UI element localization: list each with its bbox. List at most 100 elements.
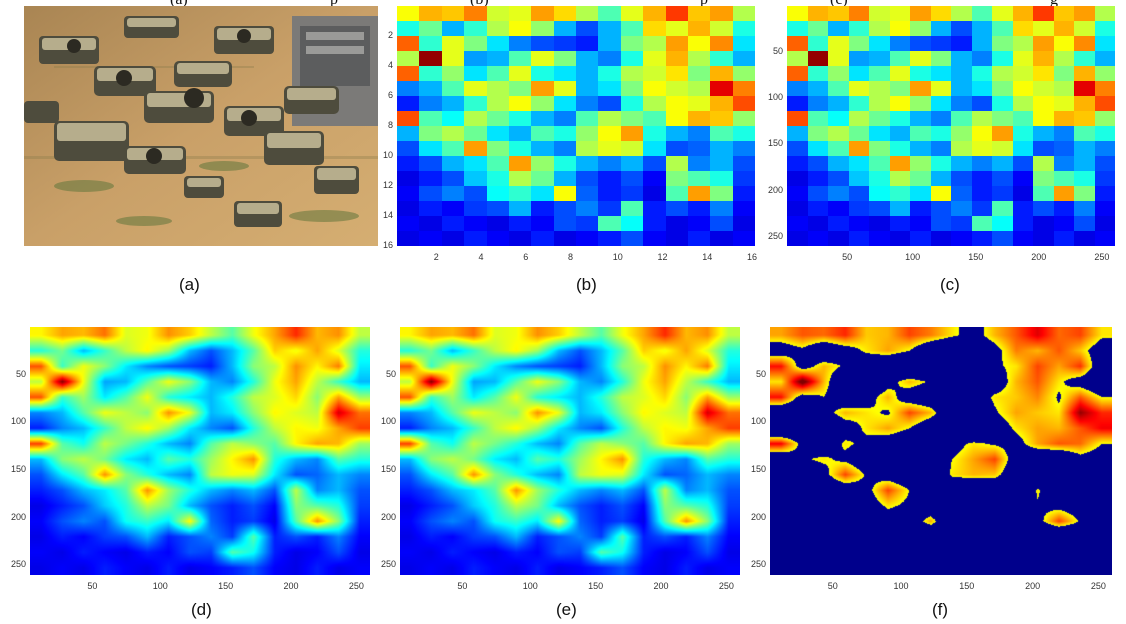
heat-cell xyxy=(442,81,465,97)
heat-cell xyxy=(828,111,849,127)
heat-cell xyxy=(890,66,911,82)
heat-cell xyxy=(1033,6,1054,22)
heat-cell xyxy=(576,96,599,112)
heat-cell xyxy=(910,141,931,157)
heat-cell xyxy=(554,81,577,97)
heat-cell xyxy=(666,141,689,157)
heat-cell xyxy=(931,216,952,232)
heat-cell xyxy=(828,231,849,246)
heat-cell xyxy=(621,171,644,187)
heat-cell xyxy=(931,111,952,127)
heat-cell xyxy=(951,126,972,142)
y-tick-label: 4 xyxy=(375,60,393,70)
heat-cell xyxy=(688,66,711,82)
y-tick-label: 12 xyxy=(375,180,393,190)
heat-cell xyxy=(1095,96,1116,112)
heat-cell xyxy=(643,51,666,67)
heat-cell xyxy=(992,231,1013,246)
heat-cell xyxy=(1095,21,1116,37)
heat-cell xyxy=(666,6,689,22)
heat-cell xyxy=(509,6,532,22)
heat-cell xyxy=(397,111,420,127)
heat-cell xyxy=(487,81,510,97)
heat-cell xyxy=(643,156,666,172)
heat-cell xyxy=(397,126,420,142)
heat-cell xyxy=(808,66,829,82)
heat-cell xyxy=(787,186,808,202)
heat-cell xyxy=(598,141,621,157)
heat-cell xyxy=(1033,186,1054,202)
heat-cell xyxy=(1074,186,1095,202)
heat-cell xyxy=(972,216,993,232)
heat-cell xyxy=(733,51,755,67)
heat-cell xyxy=(972,171,993,187)
heat-cell xyxy=(992,156,1013,172)
heat-cell xyxy=(828,156,849,172)
heat-cell xyxy=(598,156,621,172)
heat-cell xyxy=(931,231,952,246)
heat-cell xyxy=(972,51,993,67)
heat-cell xyxy=(1013,6,1034,22)
heat-cell xyxy=(1054,156,1075,172)
heat-cell xyxy=(464,66,487,82)
heat-cell xyxy=(910,6,931,22)
heat-cell xyxy=(910,216,931,232)
heat-cell xyxy=(972,126,993,142)
heat-cell xyxy=(1095,186,1116,202)
heat-cell xyxy=(1054,231,1075,246)
heat-cell xyxy=(849,231,870,246)
heat-cell xyxy=(787,156,808,172)
heat-cell xyxy=(1033,66,1054,82)
heat-cell xyxy=(992,216,1013,232)
heat-cell xyxy=(710,216,733,232)
heat-cell xyxy=(787,6,808,22)
heat-cell xyxy=(890,111,911,127)
y-tick-label: 10 xyxy=(375,150,393,160)
heat-cell xyxy=(1013,201,1034,217)
heat-cell xyxy=(688,36,711,52)
heat-cell xyxy=(972,81,993,97)
heat-cell xyxy=(487,36,510,52)
heat-cell xyxy=(910,111,931,127)
heat-cell xyxy=(487,231,510,246)
heat-cell xyxy=(849,126,870,142)
heat-cell xyxy=(621,81,644,97)
heat-cell xyxy=(869,6,890,22)
heat-cell xyxy=(808,171,829,187)
heat-cell xyxy=(931,6,952,22)
heat-cell xyxy=(666,21,689,37)
y-tick-label: 50 xyxy=(378,369,396,379)
heat-cell xyxy=(869,171,890,187)
heat-cell xyxy=(910,201,931,217)
heat-cell xyxy=(464,156,487,172)
y-tick-label: 150 xyxy=(748,464,766,474)
heat-cell xyxy=(688,96,711,112)
heat-cell xyxy=(643,171,666,187)
heat-cell xyxy=(397,141,420,157)
heat-cell xyxy=(1095,156,1116,172)
heat-cell xyxy=(828,66,849,82)
heat-cell xyxy=(598,96,621,112)
heat-cell xyxy=(576,21,599,37)
heat-cell xyxy=(710,141,733,157)
heat-cell xyxy=(531,216,554,232)
heat-cell xyxy=(598,111,621,127)
heat-cell xyxy=(931,66,952,82)
y-tick-label: 100 xyxy=(748,416,766,426)
y-tick-label: 6 xyxy=(375,90,393,100)
x-tick-label: 12 xyxy=(658,252,668,262)
x-tick-label: 150 xyxy=(218,581,233,591)
x-tick-label: 16 xyxy=(747,252,757,262)
heat-cell xyxy=(869,66,890,82)
heat-cell xyxy=(487,186,510,202)
military-vehicles-photo xyxy=(24,6,378,246)
heat-cell xyxy=(710,51,733,67)
heat-cell xyxy=(598,51,621,67)
heat-cell xyxy=(849,96,870,112)
heat-cell xyxy=(828,21,849,37)
heat-cell xyxy=(992,96,1013,112)
x-tick-label: 8 xyxy=(568,252,573,262)
y-tick-label: 2 xyxy=(375,30,393,40)
heat-cell xyxy=(1013,51,1034,67)
heat-cell xyxy=(931,156,952,172)
